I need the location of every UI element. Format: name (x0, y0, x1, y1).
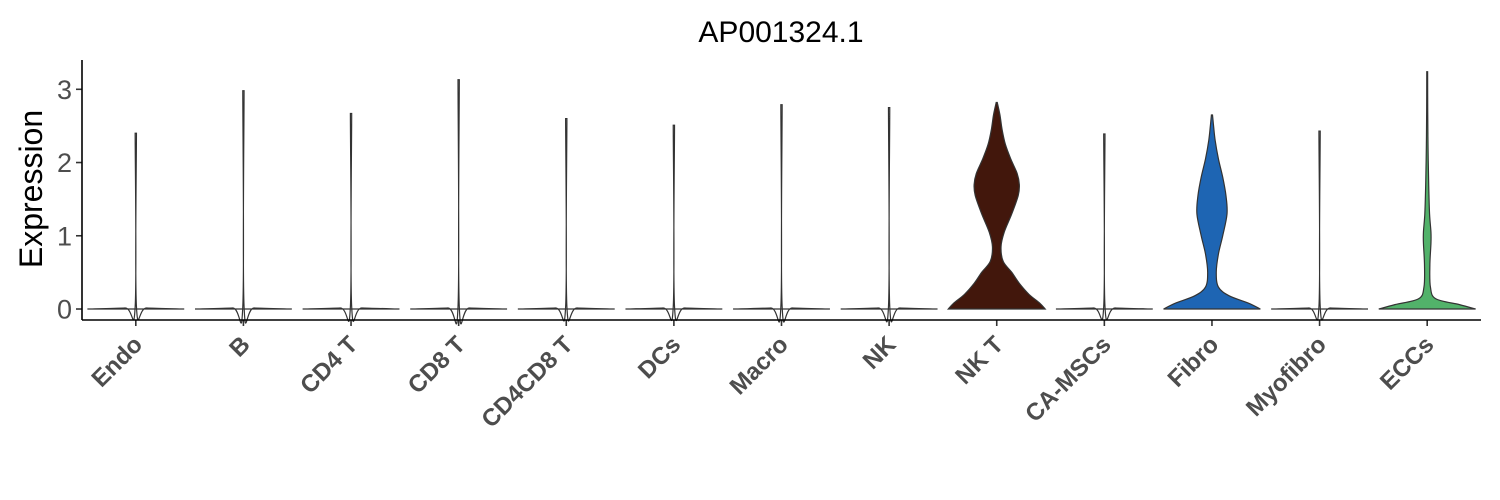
x-tick-label: ECCs (1375, 331, 1439, 395)
violin-b (194, 90, 292, 324)
violin-dcs (625, 124, 723, 322)
x-tick-label: CD4 T (295, 331, 363, 399)
x-tick-label: Myofibro (1241, 331, 1332, 422)
violin-macro (733, 104, 830, 323)
y-axis-ticks: 0 1 2 3 (57, 75, 82, 325)
x-tick-label: NK T (950, 331, 1009, 390)
x-tick-label: NK (858, 331, 902, 375)
y-axis-label: Expression (13, 110, 49, 268)
y-tick-label: 0 (57, 295, 72, 325)
x-tick-label: Fibro (1163, 331, 1225, 393)
violin-endo (87, 132, 185, 321)
violin-ca-mscs (1055, 133, 1153, 321)
violin-eccs (1378, 71, 1476, 310)
violin-myofibro (1271, 130, 1369, 321)
violin-cd4cd8-t (517, 117, 615, 322)
y-tick-label: 2 (57, 148, 72, 178)
chart-title: AP001324.1 (698, 16, 863, 49)
x-tick-label: CA-MSCs (1020, 331, 1116, 427)
x-tick-label: CD8 T (403, 331, 471, 399)
violin-nk (840, 107, 938, 323)
x-tick-label: Macro (725, 331, 794, 400)
violin-cd8-t (410, 79, 508, 325)
x-tick-label: B (224, 331, 255, 362)
x-tick-label: DCs (633, 331, 686, 384)
violin-fibro (1163, 114, 1261, 310)
x-tick-label: CD4CD8 T (476, 331, 578, 433)
violin-nk-t (946, 101, 1047, 310)
y-tick-label: 1 (57, 221, 72, 251)
y-tick-label: 3 (57, 75, 72, 105)
violin-cd4-t (302, 112, 400, 323)
x-axis-ticks: Endo B CD4 T CD8 T CD4CD8 T DCs Macro NK NK T CA-… (87, 320, 1439, 433)
x-tick-label: Endo (87, 331, 149, 393)
violins-group (87, 71, 1476, 325)
